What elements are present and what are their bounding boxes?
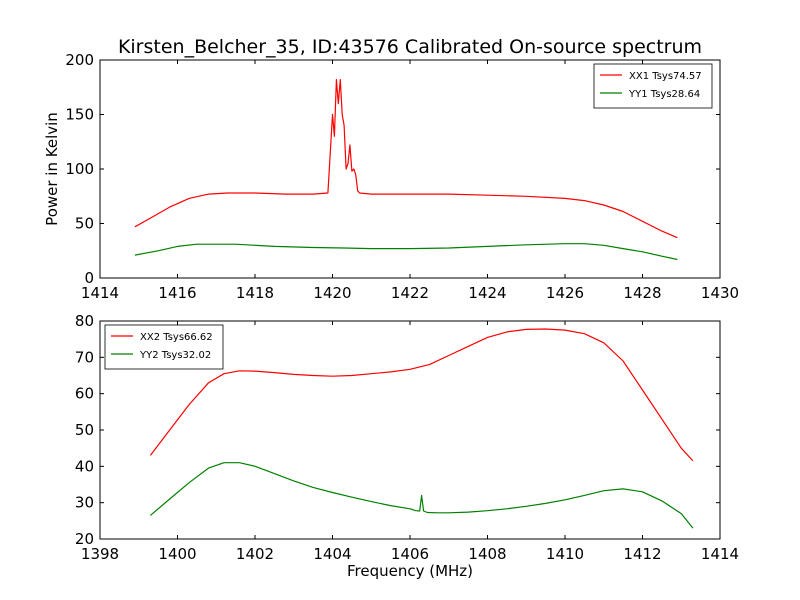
y-tick-label: 30 xyxy=(75,494,94,512)
y-tick-label: 50 xyxy=(75,421,94,439)
x-tick-label: 1426 xyxy=(546,284,584,302)
legend: XX2 Tsys66.62 YY2 Tsys32.02 xyxy=(104,324,224,370)
series-line-1 xyxy=(149,328,694,462)
y-tick-label: 40 xyxy=(75,457,94,475)
legend-label: YY1 Tsys28.64 xyxy=(628,89,700,100)
x-tick-label: 1414 xyxy=(701,545,739,563)
x-tick-label: 1402 xyxy=(236,545,274,563)
x-tick-label: 1428 xyxy=(623,284,661,302)
y-tick-label: 70 xyxy=(75,348,94,366)
x-tick-label: 1416 xyxy=(158,284,196,302)
x-tick-label: 1430 xyxy=(701,284,739,302)
legend-label: XX1 Tsys74.57 xyxy=(629,71,702,82)
x-tick-label: 1410 xyxy=(546,545,584,563)
y-tick-label: 60 xyxy=(75,385,94,403)
legend-label: YY2 Tsys32.02 xyxy=(139,350,211,361)
x-tick-label: 1420 xyxy=(313,284,351,302)
x-tick-label: 1422 xyxy=(391,284,429,302)
x-tick-label: 1424 xyxy=(468,284,506,302)
legend-box xyxy=(104,324,224,370)
y-tick-label: 150 xyxy=(65,106,94,124)
x-tick-label: 1408 xyxy=(468,545,506,563)
series-line-1 xyxy=(134,78,678,239)
x-tick-label: 1400 xyxy=(158,545,196,563)
bottom-panel: 1398 1400 1402 1404 1406 1408 1410 1412 1414 20 30… xyxy=(75,312,739,580)
x-tick-label: 1406 xyxy=(391,545,429,563)
y-tick-label: 0 xyxy=(84,269,94,287)
legend: XX1 Tsys74.57 YY1 Tsys28.64 xyxy=(593,63,713,109)
y-tick-label: 200 xyxy=(65,51,94,69)
y-tick-label: 20 xyxy=(75,530,94,548)
legend-label: XX2 Tsys66.62 xyxy=(140,332,213,343)
series-line-2 xyxy=(134,243,678,261)
x-tick-label: 1414 xyxy=(81,284,119,302)
x-tick-label: 1398 xyxy=(81,545,119,563)
top-panel: 1414 1416 1418 1420 1422 1424 1426 1428 1430 0 50 1… xyxy=(43,51,739,302)
x-axis-label: Frequency (MHz) xyxy=(347,562,473,580)
y-axis-label: Power in Kelvin xyxy=(43,112,61,226)
series-line-2 xyxy=(150,462,694,529)
y-tick-label: 50 xyxy=(75,215,94,233)
legend-box xyxy=(593,63,713,109)
figure-title: Kirsten_Belcher_35, ID:43576 Calibrated … xyxy=(118,36,702,58)
y-tick-label: 80 xyxy=(75,312,94,330)
x-tick-label: 1418 xyxy=(236,284,274,302)
x-tick-label: 1404 xyxy=(313,545,351,563)
y-tick-label: 100 xyxy=(65,160,94,178)
x-tick-label: 1412 xyxy=(623,545,661,563)
